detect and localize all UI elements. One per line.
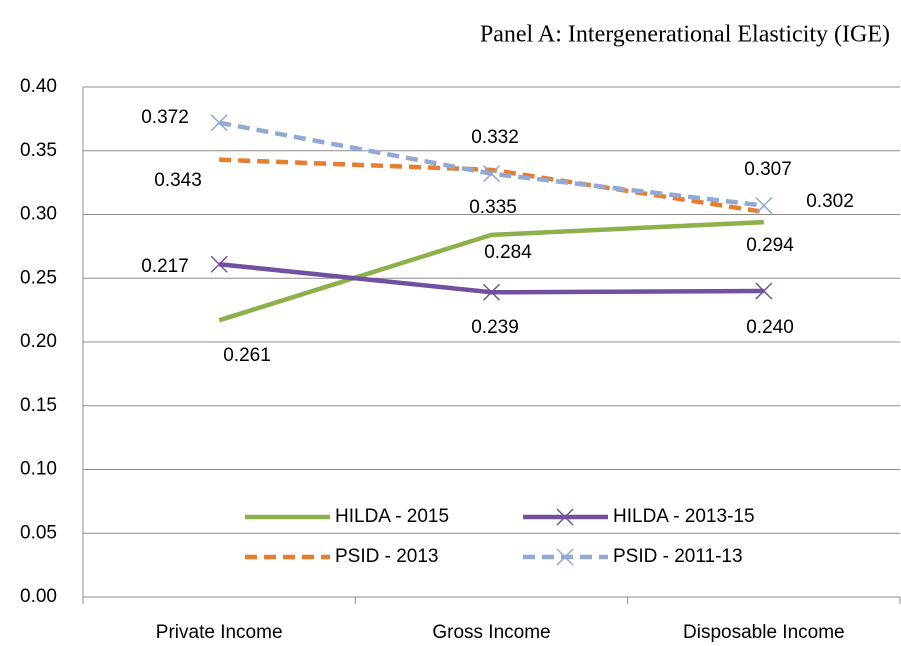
series-line	[219, 157, 765, 215]
y-tick-label: 0.35	[20, 140, 57, 161]
data-label: 0.294	[746, 235, 794, 256]
data-label: 0.284	[484, 242, 532, 263]
legend-label: HILDA - 2015	[335, 506, 449, 527]
y-tick-label: 0.05	[20, 522, 57, 543]
x-tick-label: Private Income	[156, 622, 283, 643]
marker	[482, 283, 501, 301]
x-tick-label: Gross Income	[432, 622, 550, 643]
data-label: 0.217	[141, 256, 189, 277]
marker	[482, 165, 501, 183]
data-label: 0.261	[223, 345, 271, 366]
legend-label: PSID - 2013	[335, 546, 439, 567]
data-label: 0.372	[141, 107, 189, 128]
y-tick-label: 0.00	[20, 586, 57, 607]
marker	[755, 197, 773, 215]
y-tick-label: 0.40	[20, 76, 57, 97]
legend-label: PSID - 2011-13	[613, 546, 743, 567]
data-label: 0.307	[744, 159, 792, 180]
data-label: 0.240	[746, 317, 794, 338]
data-label: 0.239	[471, 317, 519, 338]
y-tick-label: 0.25	[20, 267, 57, 288]
y-tick-label: 0.15	[20, 395, 57, 416]
legend-marker	[556, 548, 574, 566]
data-label: 0.332	[471, 127, 519, 148]
y-tick-label: 0.20	[20, 331, 57, 352]
chart-title: Panel A: Intergenerational Elasticity (I…	[480, 22, 890, 48]
marker	[755, 282, 773, 300]
y-tick-label: 0.30	[20, 204, 57, 225]
marker	[210, 114, 228, 132]
data-label: 0.302	[806, 191, 854, 212]
series-line	[218, 219, 764, 323]
y-tick-label: 0.10	[20, 459, 57, 480]
data-label: 0.343	[154, 170, 202, 191]
data-label: 0.335	[469, 197, 517, 218]
x-tick-label: Disposable Income	[683, 622, 845, 643]
marker	[210, 255, 228, 273]
legend-marker	[556, 508, 574, 526]
legend-label: HILDA - 2013-15	[613, 506, 755, 527]
